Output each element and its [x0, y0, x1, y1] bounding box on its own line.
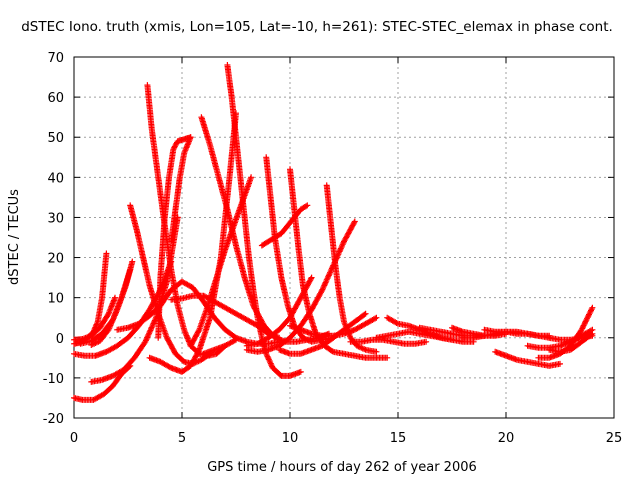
plot-frame [73, 56, 615, 419]
data-point-markers [155, 134, 194, 341]
y-tick-label: 50 [47, 131, 64, 146]
x-tick-label: 20 [498, 431, 515, 446]
data-series [200, 336, 239, 357]
data-point-markers [258, 202, 311, 249]
data-series [481, 326, 553, 339]
data-point-markers [481, 326, 553, 339]
data-series [168, 134, 194, 245]
x-axis-label: GPS time / hours of day 262 of year 2006 [207, 460, 477, 475]
y-tick-label: -10 [43, 372, 64, 387]
data-series [155, 134, 194, 341]
data-series [287, 166, 391, 361]
data-point-markers [546, 332, 596, 343]
data-point-markers [88, 258, 136, 348]
data-point-markers [187, 174, 255, 349]
x-tick-label: 25 [606, 431, 623, 446]
data-point-markers [168, 134, 194, 245]
data-point-markers [347, 336, 430, 347]
y-tick-label: 70 [47, 51, 64, 66]
x-tick-label: 5 [178, 431, 186, 446]
data-series [492, 348, 563, 369]
data-point-markers [276, 310, 369, 357]
x-tick-label: 0 [70, 431, 78, 446]
y-tick-label: 10 [47, 292, 64, 307]
data-point-markers [384, 314, 477, 345]
x-tick-label: 10 [282, 431, 299, 446]
data-points [71, 62, 596, 403]
data-series [88, 258, 136, 348]
y-tick-label: 20 [47, 252, 64, 267]
y-axis-label: dSTEC / TECUs [7, 189, 22, 285]
data-series [347, 336, 430, 347]
x-tick-label: 15 [390, 431, 407, 446]
data-series [384, 314, 477, 345]
data-series [276, 310, 369, 357]
data-series [546, 332, 596, 343]
data-series [258, 202, 311, 249]
data-series [243, 274, 315, 349]
y-tick-label: 60 [47, 91, 64, 106]
data-series [71, 294, 118, 343]
y-tick-label: 30 [47, 211, 64, 226]
data-point-markers [243, 274, 315, 349]
y-tick-label: 40 [47, 171, 64, 186]
data-point-markers [492, 348, 563, 369]
y-tick-label: 0 [56, 332, 64, 347]
y-tick-label: -20 [43, 412, 64, 427]
chart-title: dSTEC Iono. truth (xmis, Lon=105, Lat=-1… [21, 19, 613, 35]
data-series [187, 174, 255, 349]
data-point-markers [200, 336, 239, 357]
axis-ticks: 0 5 10 15 20 25 -20 -10 0 10 20 30 40 50 60 70 [43, 51, 623, 446]
data-point-markers [287, 166, 391, 361]
data-point-markers [71, 294, 118, 343]
